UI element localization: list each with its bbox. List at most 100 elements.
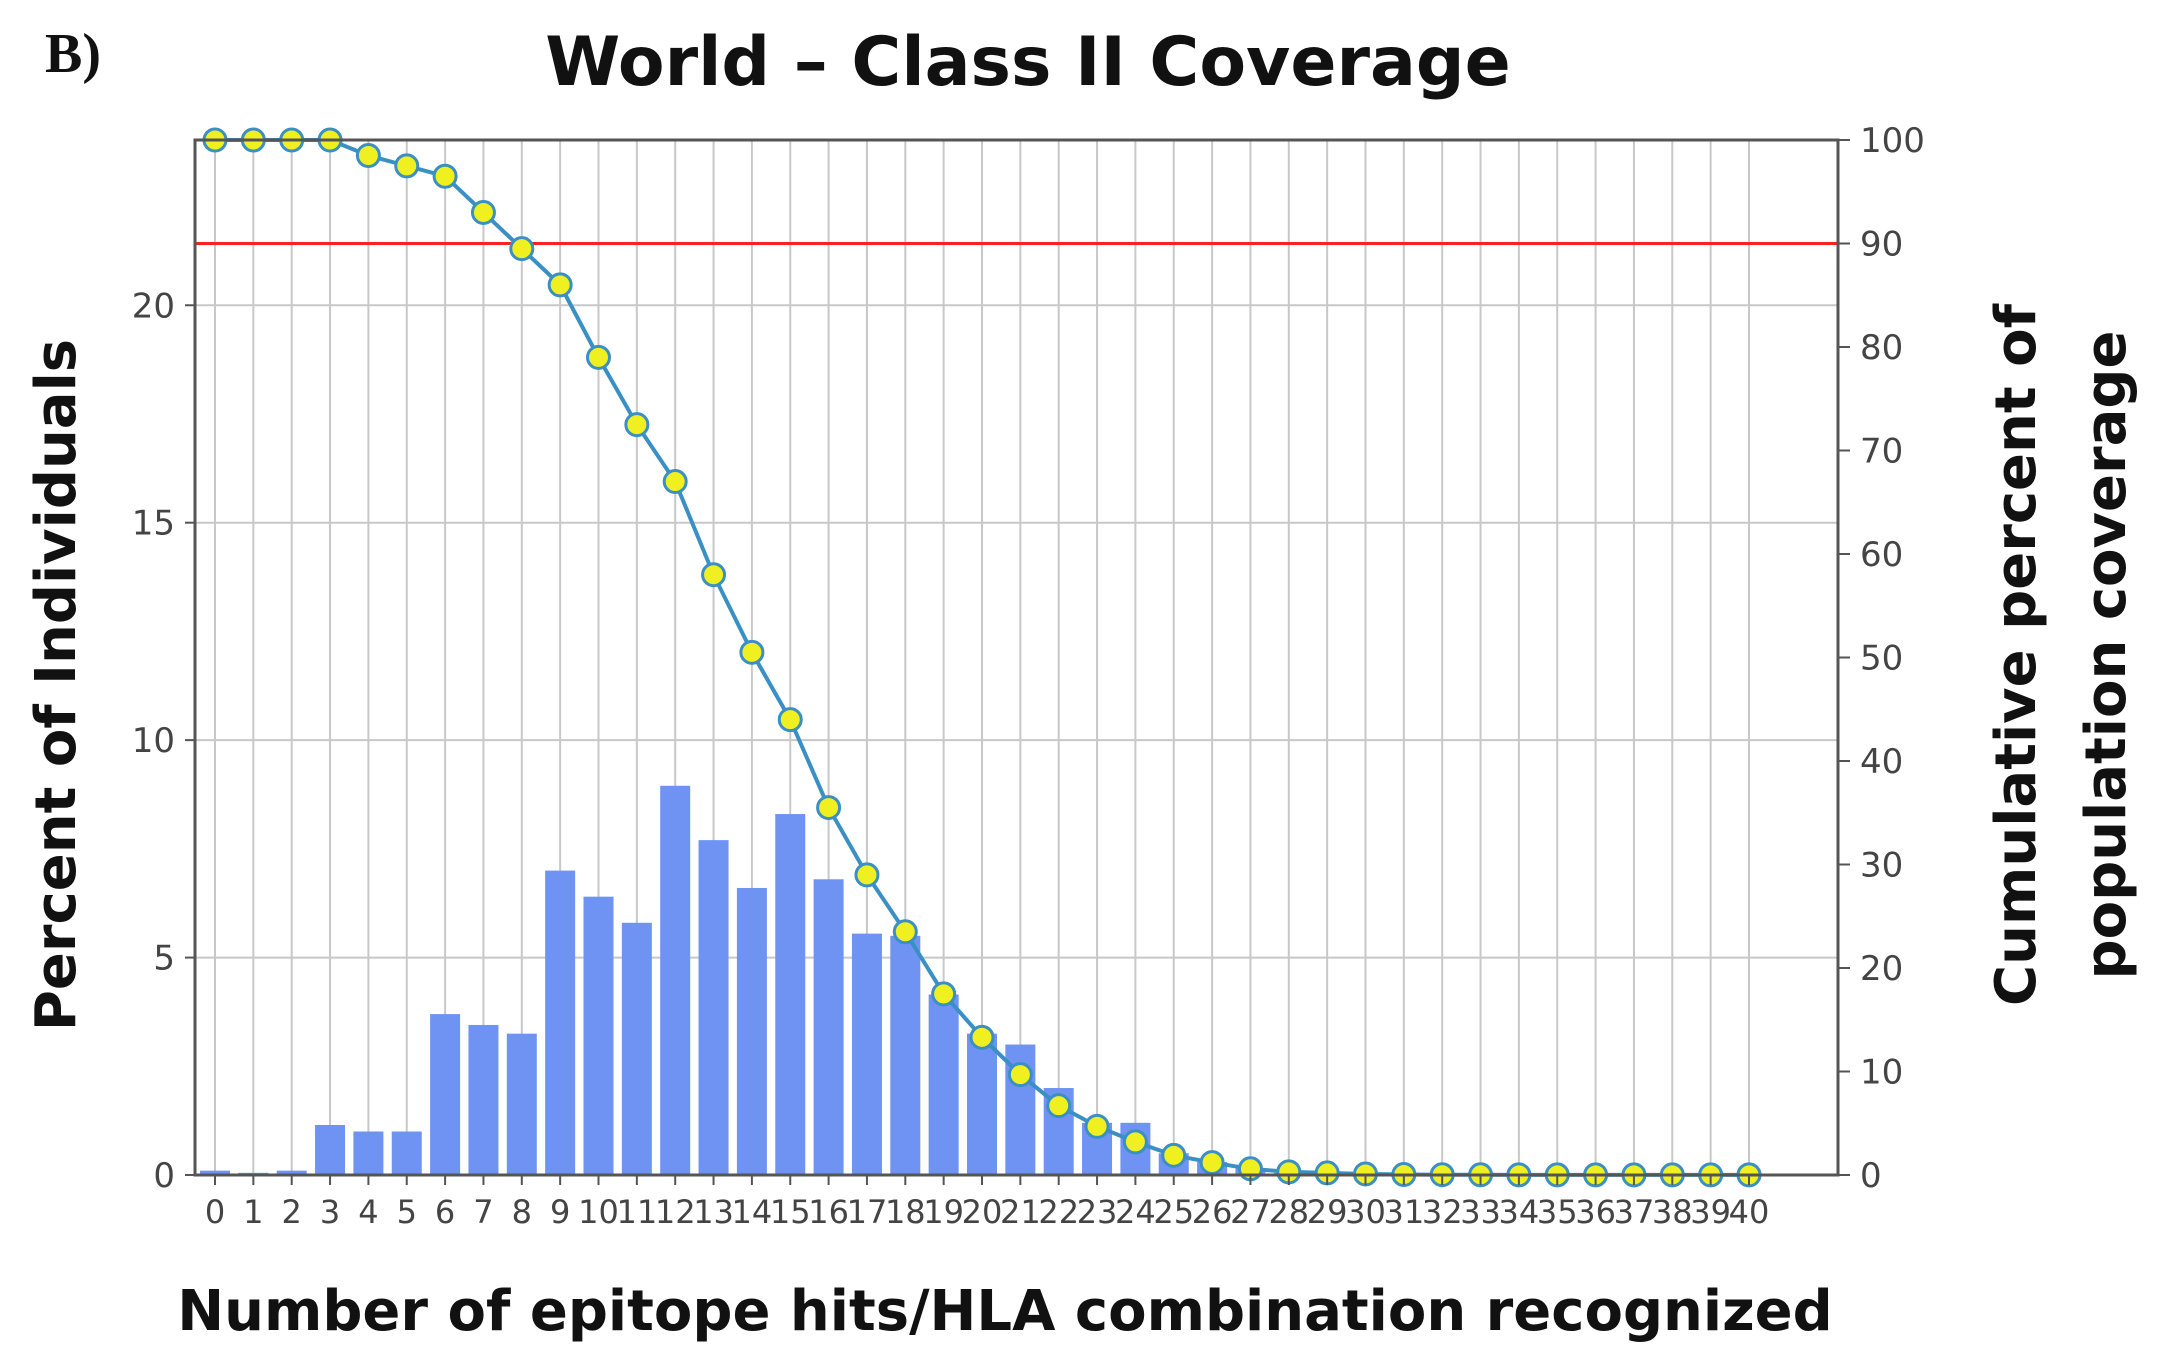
x-tick-label: 1 [243,1193,263,1231]
bar [276,1170,307,1175]
cumulative-point [624,412,650,438]
cumulative-point [1007,1062,1033,1088]
left-axis-ticks: 0 5 10 15 20 [132,286,195,1196]
cumulative-point [1084,1113,1110,1139]
cumulative-point [470,199,496,225]
cumulative-point [547,272,573,298]
x-tick-label: 6 [435,1193,455,1231]
y2-tick-label: 10 [1860,1053,1903,1093]
cumulative-point [892,919,918,945]
bar [545,870,576,1175]
cumulative-point [394,153,420,179]
cumulative-point [432,163,458,189]
x-tick-label: 24 [1115,1193,1156,1231]
bar [698,840,729,1175]
bar [813,879,844,1175]
y2-tick-label: 70 [1860,432,1903,472]
x-tick-label: 16 [808,1193,849,1231]
x-tick-label: 21 [1000,1193,1041,1231]
chart-title: World – Class II Coverage [545,23,1510,102]
x-tick-label: 29 [1307,1193,1348,1231]
x-tick-label: 35 [1537,1193,1578,1231]
y2-axis-title-line2: population coverage [2074,331,2139,980]
cumulative-point [1199,1150,1225,1176]
y-tick-label: 15 [132,504,175,544]
y2-tick-label: 20 [1860,949,1903,989]
bar [621,922,652,1175]
x-tick-label: 32 [1422,1193,1463,1231]
bar [506,1033,537,1175]
x-tick-label: 31 [1383,1193,1424,1231]
y-tick-label: 20 [132,286,175,326]
x-tick-label: 33 [1460,1193,1501,1231]
cumulative-point [586,344,611,370]
x-tick-label: 20 [962,1193,1003,1231]
x-tick-label: 4 [358,1193,378,1231]
x-tick-label: 30 [1345,1193,1386,1231]
cumulative-point [509,236,535,262]
cumulative-point [816,795,842,821]
x-tick-label: 15 [770,1193,811,1231]
cumulative-point [662,469,688,495]
y-tick-label: 10 [132,721,175,761]
x-tick-label: 2 [282,1193,302,1231]
x-tick-label: 28 [1268,1193,1309,1231]
x-tick-label: 5 [397,1193,417,1231]
x-tick-label: 10 [578,1193,619,1231]
x-tick-label: 25 [1153,1193,1194,1231]
x-axis-title: Number of epitope hits/HLA combination r… [177,1279,1833,1344]
x-axis-ticks: 0 1 2 3 4 5 6 7 8 9 101112131415161718192021222324… [205,1175,1770,1231]
cumulative-point [1046,1093,1072,1119]
x-tick-label: 14 [732,1193,773,1231]
bar [200,1170,230,1175]
x-tick-label: 39 [1690,1193,1731,1231]
x-tick-label: 9 [550,1193,570,1231]
x-tick-label: 13 [693,1193,734,1231]
bar [430,1014,461,1175]
bar [890,935,921,1175]
x-tick-label: 40 [1729,1193,1770,1231]
cumulative-point [701,562,727,588]
y2-tick-label: 40 [1860,742,1903,782]
x-tick-label: 17 [847,1193,888,1231]
y2-tick-label: 30 [1860,846,1903,886]
x-tick-label: 23 [1077,1193,1118,1231]
y2-tick-label: 90 [1860,225,1903,265]
bar [736,887,767,1175]
bar [775,814,806,1175]
bar [851,933,882,1175]
bar [315,1124,346,1175]
x-tick-label: 37 [1614,1193,1655,1231]
y-tick-label: 5 [153,939,175,979]
cumulative-point [1161,1142,1187,1168]
x-tick-label: 3 [320,1193,340,1231]
bar [391,1131,422,1175]
cumulative-point [739,639,765,665]
x-tick-label: 38 [1652,1193,1693,1231]
x-tick-label: 22 [1038,1193,1079,1231]
x-tick-label: 18 [885,1193,926,1231]
cumulative-point [854,862,880,888]
x-tick-label: 12 [655,1193,696,1231]
x-tick-label: 0 [205,1193,225,1231]
x-tick-label: 8 [512,1193,532,1231]
y2-tick-label: 50 [1860,639,1903,679]
x-tick-label: 26 [1192,1193,1233,1231]
bar [583,896,614,1175]
x-tick-label: 7 [473,1193,493,1231]
x-tick-label: 36 [1575,1193,1616,1231]
y2-tick-label: 100 [1860,121,1925,161]
cumulative-point [969,1024,995,1050]
x-tick-label: 11 [616,1193,657,1231]
bar [928,994,959,1175]
cumulative-point [777,707,803,733]
x-tick-label: 34 [1499,1193,1540,1231]
y2-tick-label: 60 [1860,535,1903,575]
y2-axis-title-line1: Cumulative percent of [1984,303,2049,1006]
x-tick-label: 19 [923,1193,964,1231]
bar [353,1131,384,1175]
line-layer [202,127,1762,1188]
y2-tick-label: 0 [1860,1156,1882,1196]
y-tick-label: 0 [153,1156,175,1196]
